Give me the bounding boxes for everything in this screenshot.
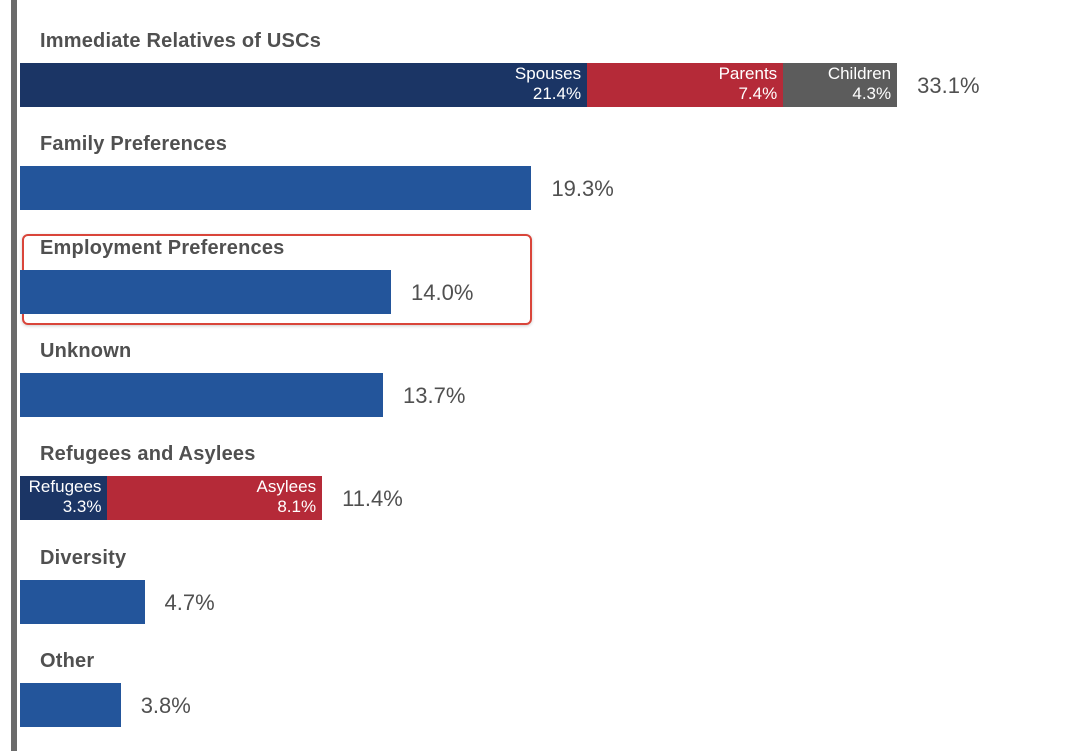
bar-segment: Children 4.3% [783,63,898,107]
category-label: Immediate Relatives of USCs [40,30,322,52]
segment-value-label: 3.3% [62,497,102,517]
total-value-label: 13.7% [403,382,466,408]
bar [20,372,384,417]
segment-name: Children [827,64,892,83]
total-value-label: 33.1% [917,73,980,98]
bar-segment [20,166,532,211]
bar [20,682,121,727]
bar-segment [20,372,384,417]
category-label: Refugees and Asylees [40,443,256,466]
segment-name: Parents [718,64,778,83]
bar [20,579,145,624]
category-label: Other [40,649,95,672]
category-label: Unknown [40,339,132,362]
y-axis-line [11,0,17,751]
segment-name: Asylees [256,477,317,497]
total-value-label: 11.4% [342,486,403,512]
bar-segment: Parents 7.4% [587,63,784,107]
bar-segment [20,269,391,314]
segment-value-label: 21.4% [532,84,582,103]
bar: Spouses 21.4% Parents 7.4% Children 4.3% [20,63,898,107]
total-value-label: 3.8% [140,692,191,718]
segment-name: Refugees [28,477,102,497]
segment-value-label: 4.3% [852,84,892,103]
segment-value-label: 7.4% [738,84,778,103]
bar-segment: Spouses 21.4% [20,63,588,107]
total-value-label: 14.0% [411,279,474,305]
bar [20,166,532,211]
total-value-label: 4.7% [164,589,215,615]
total-value-label: 19.3% [551,176,614,202]
bar-segment [20,579,145,624]
bar [20,269,391,314]
segment-name: Spouses [514,64,582,83]
bar: Refugees 3.3% Asylees 8.1% [20,476,323,521]
category-label: Family Preferences [40,133,228,156]
bar-segment: Refugees 3.3% [20,476,108,521]
segment-value-label: 8.1% [277,497,317,517]
bar-segment [20,682,121,727]
category-label: Employment Preferences [40,236,285,259]
category-label: Diversity [40,546,127,569]
bar-segment: Asylees 8.1% [107,476,323,521]
